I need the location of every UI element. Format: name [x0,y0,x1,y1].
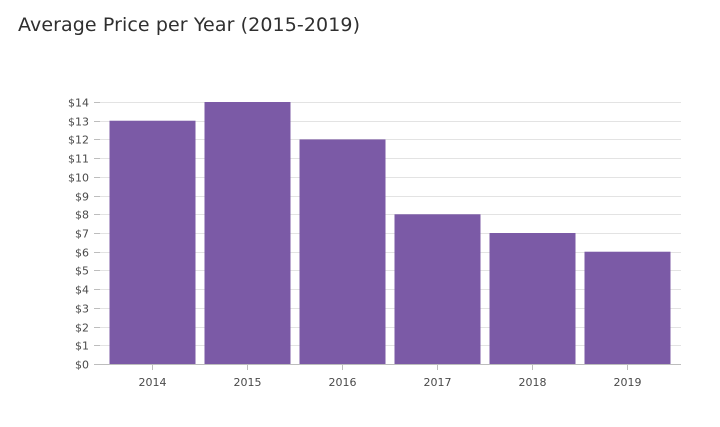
axes [94,102,681,370]
y-tick-label: $11 [68,153,89,166]
y-tick-label: $9 [75,191,89,204]
tick-labels: $0 $1 $2 $3 $4 $5 $6 $7 $8 $9 $10 $11 $12 $13 $14 2014 2… [68,97,642,390]
y-tick-label: $14 [68,97,89,110]
y-tick-label: $12 [68,134,89,147]
x-tick-label: 2018 [519,376,547,389]
gridlines [100,102,681,346]
y-tick-label: $0 [75,359,89,372]
bar-2019 [584,251,671,364]
y-tick-label: $13 [68,116,89,129]
y-tick-label: $7 [75,228,89,241]
bar-2018 [489,233,576,364]
y-tick-label: $6 [75,247,89,260]
y-tick-label: $10 [68,172,89,185]
y-tick-label: $2 [75,322,89,335]
x-tick-label: 2019 [614,376,642,389]
bar-2017 [394,214,481,364]
y-tick-label: $4 [75,284,89,297]
y-tick-label: $3 [75,303,89,316]
y-tick-label: $5 [75,265,89,278]
bar-2016 [299,139,386,364]
bar-2014 [109,120,196,364]
chart-title: Average Price per Year (2015-2019) [18,14,361,36]
y-tick-label: $1 [75,340,89,353]
x-tick-label: 2016 [329,376,357,389]
x-tick-label: 2017 [424,376,452,389]
x-tick-label: 2015 [234,376,262,389]
bar-2015 [204,102,291,364]
y-tick-label: $8 [75,209,89,222]
x-tick-label: 2014 [139,376,167,389]
bars [109,102,671,364]
